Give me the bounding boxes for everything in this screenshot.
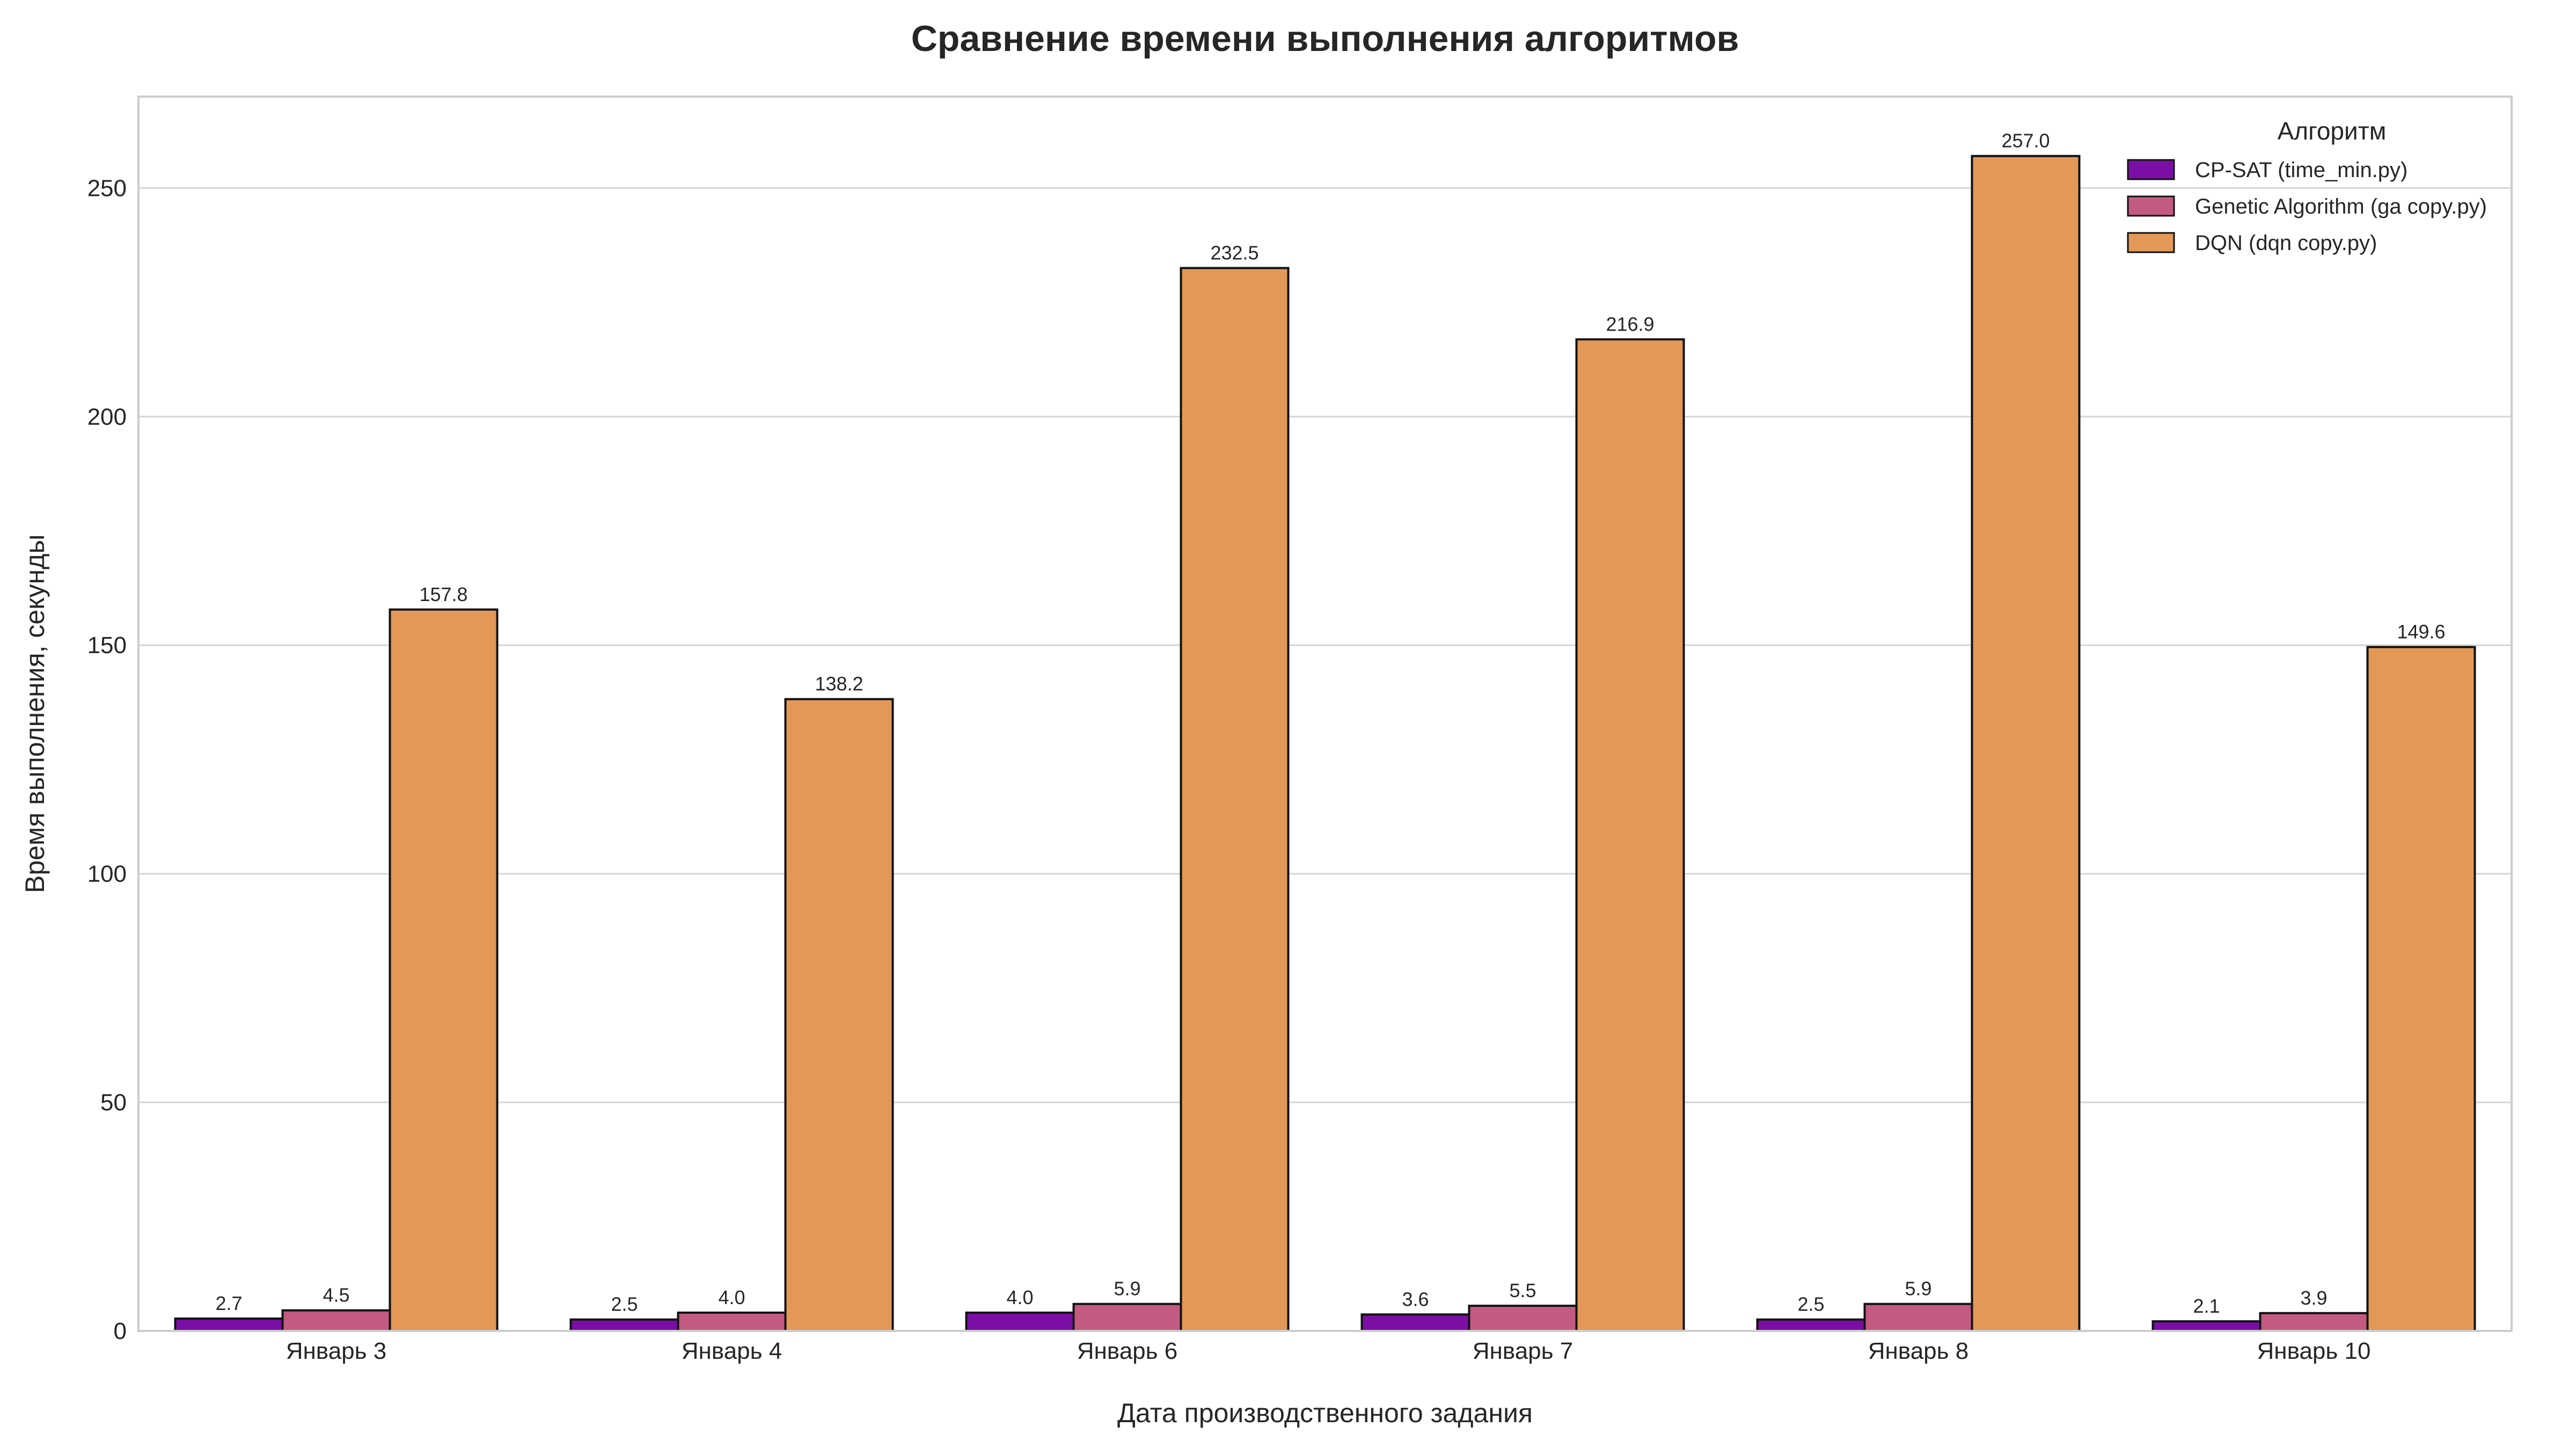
x-tick-label: Январь 4 [682,1338,782,1364]
bar-value-label: 138.2 [815,673,863,695]
bar-value-label: 5.5 [1509,1279,1536,1301]
x-tick-label: Январь 10 [2257,1338,2371,1364]
bar-value-label: 2.1 [2193,1295,2220,1317]
bar [1971,155,2081,1333]
bar-value-label: 2.5 [1797,1293,1824,1315]
tick-labels: 0 50 100 150 200 250 Январь 3 Январь 4 Январь 6 Я… [87,175,2371,1364]
bar [281,1309,391,1333]
bar-value-label: 5.9 [1114,1278,1140,1300]
bar-value-label: 2.5 [611,1293,638,1315]
bar-value-label: 216.9 [1606,313,1654,335]
y-axis-label: Время выполнения, секунды [20,535,50,894]
bar [1756,1318,1866,1332]
y-tick-label: 0 [114,1318,127,1344]
bar-value-label: 3.6 [1402,1288,1429,1310]
bar-value-label: 157.8 [419,583,467,605]
x-tick-label: Январь 3 [286,1338,387,1364]
bar-value-label: 4.5 [323,1284,349,1306]
bar [389,608,499,1332]
bar [965,1311,1075,1333]
bar [174,1318,284,1332]
bar [1863,1302,1973,1332]
bar [677,1311,787,1333]
y-tick-label: 250 [87,175,127,201]
bars [174,155,2476,1333]
y-tick-label: 150 [87,632,127,658]
bar [2151,1320,2262,1332]
bar [1072,1302,1182,1332]
bar-value-label: 5.9 [1905,1278,1931,1300]
chart-title: Сравнение времени выполнения алгоритмов [911,18,1739,59]
legend-entry-label: Genetic Algorithm (ga copy.py) [2195,195,2487,218]
plot-frame [137,96,2513,1332]
bar [1468,1305,1578,1333]
data-labels: 2.7 4.5 157.8 2.5 4.0 138.2 4.0 5.9 232.5 3.6 5.5 2… [215,130,2445,1317]
bar [784,698,894,1332]
bar [1180,267,1290,1332]
y-tick-label: 100 [87,861,127,887]
bar-value-label: 257.0 [2001,130,2050,152]
bar [1575,338,1685,1332]
y-tick-label: 50 [100,1089,127,1116]
bar [1360,1313,1470,1332]
legend-swatch [2127,195,2175,217]
bar [569,1318,679,1332]
legend-entry-label: DQN (dqn copy.py) [2195,231,2377,255]
bar-value-label: 232.5 [1210,241,1258,264]
x-tick-label: Январь 8 [1868,1338,1969,1364]
x-tick-label: Январь 6 [1077,1338,1178,1364]
y-tick-label: 200 [87,404,127,430]
x-axis-label: Дата производственного задания [1117,1398,1533,1428]
bar-value-label: 4.0 [718,1286,745,1308]
legend-swatch [2127,159,2175,180]
legend-title: Алгоритм [2278,117,2387,145]
bar-value-label: 149.6 [2397,621,2445,643]
legend: Алгоритм CP-SAT (time_min.py) Genetic Alg… [2127,117,2487,255]
legend-entry-label: CP-SAT (time_min.py) [2195,158,2407,182]
x-tick-label: Январь 7 [1473,1338,1574,1364]
bar [2259,1312,2369,1333]
bar-value-label: 2.7 [215,1292,242,1314]
bar [2366,646,2476,1332]
bar-value-label: 3.9 [2300,1287,2327,1309]
legend-swatch [2127,232,2175,253]
bar-value-label: 4.0 [1006,1286,1033,1308]
